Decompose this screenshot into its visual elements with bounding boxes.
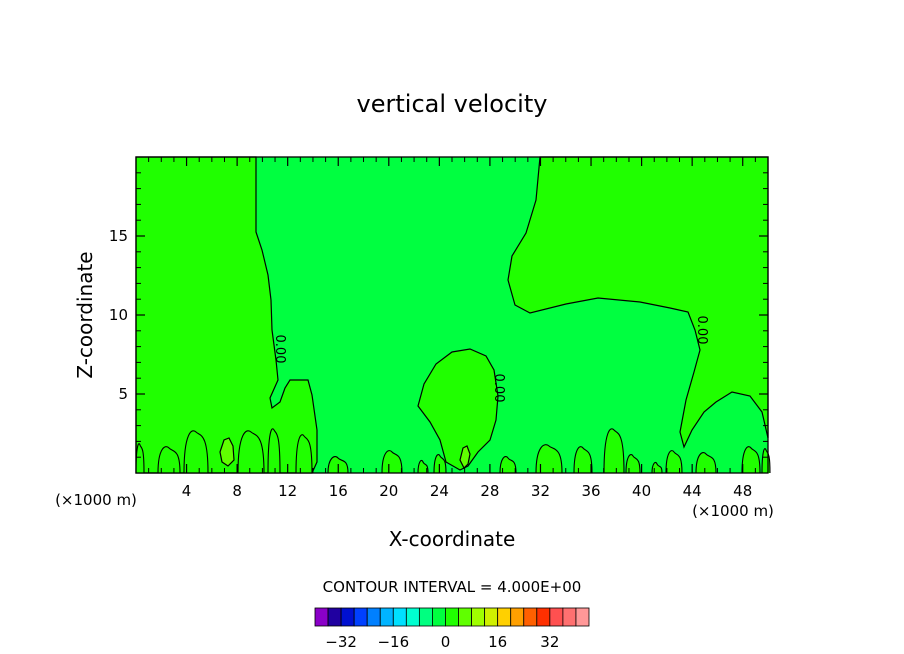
contour-labels: 0.00 0.00 0.00 [272,316,709,403]
contour-bump [157,446,181,474]
colorbar-swatch [432,607,446,627]
x-tick-label: 28 [480,482,499,500]
x-tick-label: 20 [379,482,398,500]
colorbar-labels: −32 −16 0 16 32 [325,633,559,651]
contour-bump [603,428,625,474]
contour-bump [499,456,517,474]
y-axis-label: Z-coordinate [73,251,97,378]
colorbar-tick-label: −16 [377,633,409,651]
colorbar-swatch [327,607,342,627]
contour-bump [741,446,761,474]
colorbar-swatch [536,607,551,627]
colorbar-swatch [405,607,420,627]
colorbar-swatch [458,607,472,627]
colorbar-swatch [549,607,564,627]
contour-bump [433,454,447,474]
x-unit-label-left: (×1000 m) [55,491,137,509]
chart-title: vertical velocity [357,90,548,118]
contour-label: 0.00 [694,316,709,345]
positive-region-center [417,348,499,471]
colorbar-swatch [418,607,433,627]
contour-bump [573,446,593,474]
colorbar-swatch [392,607,407,627]
x-tick-label: 48 [733,482,752,500]
colorbar-swatch [379,607,394,627]
x-tick-label: 24 [430,482,449,500]
x-tick-label: 44 [683,482,702,500]
y-tick-label: 15 [109,227,128,245]
colorbar-swatch [366,607,381,627]
contour-bump [695,452,717,474]
y-tick-label: 10 [109,306,128,324]
colorbar-tick-label: −32 [325,633,357,651]
contour-label: 0.00 [491,374,506,403]
colorbar-swatch [340,607,355,627]
contour-bump [665,450,683,474]
contour-bump [295,434,313,474]
y-axis-ticks: 5 10 15 [109,227,768,403]
colorbar-swatch [445,607,459,627]
contour-bump [183,430,209,474]
colorbar-swatch [484,607,499,627]
colorbar-swatch [575,607,590,627]
contour-bump [381,450,403,474]
minor-ticks [136,157,768,473]
colorbar-swatch [510,607,525,627]
colorbar-tick-label: 32 [540,633,559,651]
positive-region-right [507,156,769,449]
contour-interval-text: CONTOUR INTERVAL = 4.000E+00 [323,578,582,596]
plot-area [135,156,771,474]
x-axis-label: X-coordinate [389,527,516,551]
contour-bump [761,448,771,474]
x-tick-label: 12 [278,482,297,500]
colorbar-swatch [523,607,538,627]
contour-bump [267,428,281,474]
contour-label: 0.00 [272,335,287,364]
strong-positive-cell-a [219,437,235,467]
x-axis-ticks: 4 8 12 16 20 24 28 32 36 40 44 48 [182,157,752,500]
x-tick-label: 4 [182,482,192,500]
x-tick-label: 32 [531,482,550,500]
colorbar-swatch [353,607,368,627]
contour-bump [535,444,563,474]
contour-bumps [135,428,771,474]
x-tick-label: 8 [232,482,242,500]
positive-region-left [135,156,318,474]
x-tick-label: 16 [329,482,348,500]
x-tick-label: 36 [581,482,600,500]
colorbar-tick-label: 0 [441,633,451,651]
contour-bump [625,454,641,474]
x-tick-label: 40 [632,482,651,500]
contour-bump [237,430,265,474]
colorbar [314,607,590,627]
colorbar-tick-label: 16 [488,633,507,651]
contour-bump [417,459,429,474]
colorbar-swatch [314,607,329,627]
x-unit-label-right: (×1000 m) [692,502,774,520]
colorbar-swatch [471,607,486,627]
contour-regions [135,156,769,474]
strong-positive-cell-b [459,445,471,470]
colorbar-swatch [562,607,577,627]
colorbar-swatch [497,607,512,627]
y-tick-label: 5 [118,385,128,403]
